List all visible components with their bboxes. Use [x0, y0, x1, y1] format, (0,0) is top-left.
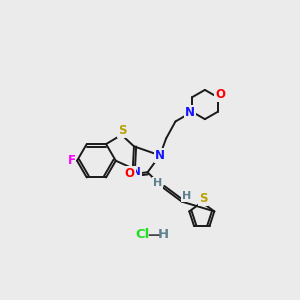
Text: H: H: [153, 178, 162, 188]
Text: Cl: Cl: [136, 228, 150, 241]
Text: F: F: [68, 154, 76, 167]
Text: N: N: [185, 106, 195, 119]
Text: S: S: [199, 192, 208, 205]
Text: N: N: [132, 167, 141, 177]
Text: —: —: [147, 228, 161, 242]
Text: O: O: [215, 88, 225, 101]
Text: H: H: [182, 191, 191, 201]
Text: H: H: [158, 228, 169, 241]
Text: S: S: [118, 124, 127, 137]
Text: O: O: [125, 167, 135, 180]
Text: N: N: [155, 149, 165, 162]
